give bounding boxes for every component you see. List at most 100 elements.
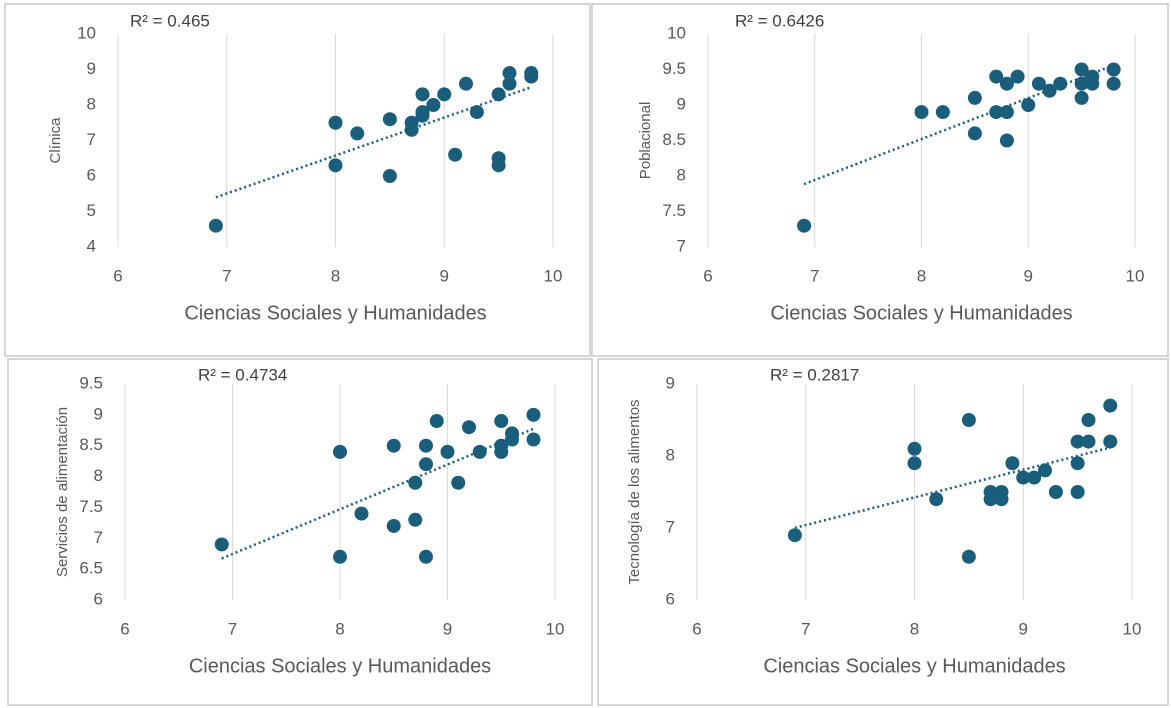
y-tick-label: 9.5 (662, 59, 686, 78)
point (437, 87, 452, 102)
x-tick-label: 9 (443, 619, 452, 638)
point (491, 158, 506, 173)
point (328, 158, 343, 173)
y-tick-label: 8 (94, 466, 103, 485)
point (907, 441, 922, 456)
point (419, 438, 433, 453)
y-tick-label: 7 (94, 528, 103, 547)
y-tick-label: 7.5 (79, 497, 103, 516)
point (989, 69, 1004, 84)
point (1074, 62, 1089, 77)
point (999, 76, 1014, 91)
point (382, 169, 397, 183)
point (797, 218, 812, 233)
x-tick-label: 7 (810, 266, 819, 285)
y-tick-label: 5 (87, 201, 96, 220)
panel (591, 3, 1169, 357)
point (524, 69, 539, 84)
point (494, 444, 509, 459)
x-axis-title: Ciencias Sociales y Humanidades (189, 655, 491, 677)
x-tick-label: 10 (1126, 266, 1145, 285)
point (208, 218, 223, 233)
point (333, 549, 347, 564)
point (448, 147, 463, 162)
point (214, 537, 229, 552)
x-tick-label: 7 (228, 619, 237, 638)
point (505, 432, 519, 447)
panel (7, 358, 593, 706)
point (526, 432, 541, 447)
y-tick-label: 8.5 (79, 435, 103, 454)
y-tick-label: 7 (87, 130, 96, 149)
x-axis-title: Ciencias Sociales y Humanidades (770, 302, 1072, 324)
point (502, 76, 517, 91)
point (429, 414, 444, 429)
point (1048, 485, 1063, 499)
point (419, 457, 433, 472)
trendline (215, 86, 532, 199)
point (1016, 470, 1031, 485)
y-tick-label: 9 (87, 59, 96, 78)
point (526, 407, 541, 422)
point (386, 438, 401, 453)
y-tick-label: 8 (677, 165, 686, 184)
x-tick-label: 8 (910, 619, 919, 638)
point (469, 105, 484, 120)
point (961, 413, 976, 427)
point (415, 87, 430, 102)
point (1074, 76, 1089, 91)
point (408, 512, 423, 527)
point (967, 90, 982, 105)
point (1074, 90, 1089, 105)
y-tick-label: 6 (94, 589, 103, 608)
point (1103, 398, 1118, 413)
point (961, 549, 976, 564)
y-tick-label: 9 (666, 373, 675, 392)
y-tick-label: 7 (677, 236, 686, 255)
y-tick-label: 10 (667, 23, 686, 42)
x-tick-label: 6 (692, 619, 701, 638)
point (1081, 434, 1096, 449)
y-axis-title: Clínica (47, 117, 64, 164)
point (408, 475, 423, 490)
x-tick-label: 8 (335, 619, 344, 638)
point (929, 492, 944, 507)
annotation: R² = 0.4734 (198, 365, 287, 384)
point (1106, 62, 1121, 77)
point (1106, 76, 1121, 91)
x-tick-label: 10 (544, 266, 563, 285)
panel (597, 358, 1169, 706)
point (1010, 69, 1025, 84)
y-tick-label: 7 (666, 517, 675, 536)
trendline (794, 446, 1111, 530)
x-tick-label: 7 (222, 266, 231, 285)
point (1005, 456, 1020, 471)
point (1021, 98, 1036, 112)
point (382, 112, 397, 127)
point (472, 444, 487, 459)
point (989, 105, 1004, 120)
point (462, 420, 476, 435)
x-tick-label: 9 (1024, 266, 1033, 285)
x-tick-label: 6 (120, 619, 129, 638)
point (999, 105, 1014, 120)
point (386, 518, 401, 533)
point (1070, 456, 1085, 471)
point (983, 492, 998, 507)
x-tick-label: 6 (113, 266, 122, 285)
point (1031, 76, 1046, 91)
trendline (221, 427, 534, 560)
point (404, 122, 419, 137)
x-tick-label: 9 (440, 266, 449, 285)
x-tick-label: 10 (546, 619, 565, 638)
point (787, 528, 802, 543)
point (1038, 463, 1052, 478)
y-tick-label: 6.5 (79, 559, 103, 578)
point (415, 108, 430, 123)
point (459, 76, 473, 91)
x-axis-title: Ciencias Sociales y Humanidades (763, 655, 1065, 677)
point (994, 492, 1009, 507)
x-tick-label: 7 (801, 619, 810, 638)
y-axis-title: Poblacional (637, 102, 654, 180)
point (494, 414, 509, 429)
